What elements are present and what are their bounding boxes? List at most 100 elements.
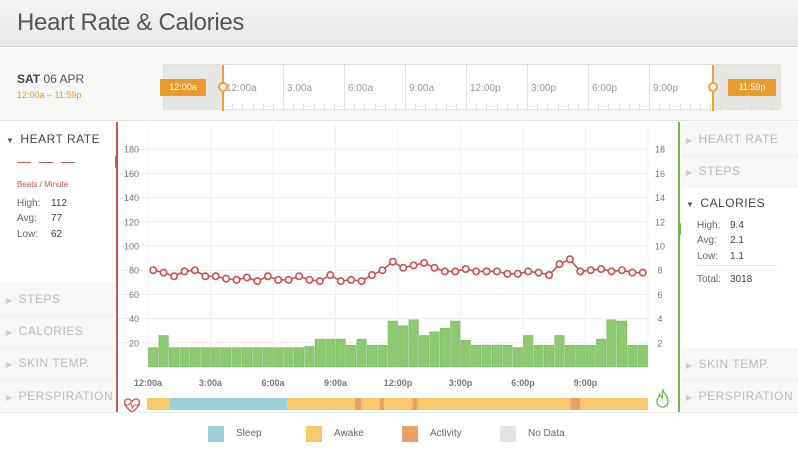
heart-rate-point — [503, 269, 512, 278]
x-axis-tick-label: 3:00a — [199, 378, 223, 388]
heart-rate-point — [242, 273, 251, 282]
calories-bar — [335, 338, 346, 368]
heart-rate-point — [159, 268, 168, 277]
heart-rate-point — [409, 261, 418, 270]
timeline-label: 6:00p — [592, 83, 618, 94]
heart-rate-label: HEART RATE — [20, 132, 101, 146]
sidebar-item-perspiration-right[interactable]: ▶ PERSPIRATION — [686, 389, 793, 403]
heart-rate-point — [420, 258, 429, 267]
calories-bar — [481, 344, 492, 368]
date-weekday: SAT — [17, 72, 41, 86]
timeline-minor-tick — [445, 104, 447, 109]
activity-segment-activity — [379, 398, 384, 410]
timeline-minor-tick — [506, 104, 508, 109]
activity-segment-awake — [383, 398, 413, 410]
timeline-minor-tick — [598, 104, 600, 109]
timeline-minor-tick — [283, 104, 284, 109]
legend-swatch-activity — [402, 426, 418, 442]
left-axis-pointer — [115, 155, 117, 169]
timeline-minor-tick — [760, 104, 762, 109]
heart-rate-point — [545, 271, 554, 280]
left-axis-tick-label: 120 — [124, 217, 139, 227]
timeline-label: 6:00a — [348, 83, 374, 94]
low-value: 62 — [51, 229, 63, 240]
total-value: 3018 — [730, 274, 753, 285]
calories-bar — [179, 347, 190, 368]
calories-bar — [398, 325, 409, 368]
timeline-minor-tick — [496, 104, 498, 109]
right-axis-tick-label: 16 — [655, 169, 665, 179]
start-handle[interactable] — [218, 82, 228, 92]
heart-rate-point — [367, 271, 376, 280]
timeline-minor-tick — [628, 104, 630, 109]
legend-swatch-sleep — [208, 426, 224, 442]
timeline-minor-tick — [415, 104, 417, 109]
calories-bar — [439, 327, 450, 368]
x-axis-tick-label: 6:00p — [511, 378, 535, 388]
calories-bar — [366, 344, 377, 368]
legend-label: Awake — [334, 428, 364, 439]
heart-rate-current-value: — — — — [17, 153, 77, 169]
calories-total: Total: 3018 — [697, 274, 752, 285]
timeline-minor-tick — [740, 104, 742, 109]
calories-bar — [502, 344, 513, 368]
left-axis-tick-label: 100 — [124, 242, 139, 252]
sidebar-item-skin-temp-left[interactable]: ▶ SKIN TEMP. — [6, 356, 90, 370]
calories-bar — [273, 347, 284, 368]
caret-right-icon: ▶ — [6, 360, 13, 369]
calories-bar — [200, 347, 211, 368]
sidebar-item-perspiration-left[interactable]: ▶ PERSPIRATION — [6, 389, 113, 403]
x-axis-tick-label: 9:00a — [324, 378, 348, 388]
heart-rate-point — [524, 267, 533, 276]
heart-rate-point — [170, 272, 179, 281]
low-label: Low: — [697, 251, 719, 262]
timeline-minor-tick — [577, 104, 579, 109]
timeline-minor-tick — [374, 104, 376, 109]
heart-rate-point — [232, 275, 241, 284]
time-range-slider[interactable]: 12:00a 3:00a 6:00a 9:00a 12:00p 3:00p 6:00p 9:0… — [163, 64, 781, 111]
caret-right-icon: ▶ — [686, 393, 693, 402]
calories-metric-header[interactable]: ▼ CALORIES — [686, 196, 765, 210]
timeline-minor-tick — [435, 104, 437, 109]
legend: Sleep Awake Activity No Data — [0, 412, 798, 455]
timeline-minor-tick — [262, 104, 264, 109]
heart-rate-point — [336, 277, 345, 286]
calories-bar — [627, 344, 638, 368]
timeline-minor-tick — [293, 104, 295, 109]
sidebar-item-heart-rate-right[interactable]: ▶ HEART RATE — [686, 132, 778, 146]
timeline-minor-tick — [303, 104, 305, 109]
heart-rate-point — [399, 263, 408, 272]
timeline-gridline — [588, 65, 589, 109]
end-time-tag[interactable]: 11:59p — [728, 79, 776, 96]
heart-rate-calories-chart[interactable]: 20 40 60 80 100 120 140 160 180 2 4 6 8 10 12 14 16 18 12:… — [115, 122, 681, 412]
timeline-minor-tick — [710, 104, 711, 109]
heart-rate-point — [482, 267, 491, 276]
sidebar-item-skin-temp-right[interactable]: ▶ SKIN TEMP. — [686, 357, 770, 371]
sidebar-item-steps-left[interactable]: ▶ STEPS — [6, 292, 61, 306]
heart-rate-point — [597, 264, 606, 273]
heart-rate-unit: Beats / Minute — [17, 180, 69, 189]
heart-rate-right-label: HEART RATE — [698, 132, 779, 146]
x-axis-tick-label: 6:00a — [261, 378, 285, 388]
timeline-minor-tick — [699, 104, 701, 109]
calories-bar — [252, 347, 263, 368]
heart-rate-metric-header[interactable]: ▼ HEART RATE — [6, 132, 100, 146]
calories-bar — [429, 331, 440, 368]
start-time-tag[interactable]: 12:00a — [160, 79, 206, 96]
sidebar-item-calories-left[interactable]: ▶ CALORIES — [6, 324, 83, 338]
avg-label: Avg: — [697, 235, 717, 246]
total-label: Total: — [697, 274, 721, 285]
heart-rate-point — [492, 267, 501, 276]
divider — [681, 155, 798, 156]
divider — [0, 315, 115, 316]
heart-rate-point — [451, 267, 460, 276]
timeline-label: 9:00a — [409, 83, 435, 94]
right-axis-tick-label: 18 — [655, 145, 665, 155]
sidebar-item-steps-right[interactable]: ▶ STEPS — [686, 164, 741, 178]
end-handle[interactable] — [708, 82, 718, 92]
calories-bar — [294, 347, 305, 368]
calories-label: CALORIES — [18, 324, 84, 338]
caret-right-icon: ▶ — [686, 361, 693, 370]
page-title: Heart Rate & Calories — [17, 9, 245, 36]
timeline-minor-tick — [476, 104, 478, 109]
